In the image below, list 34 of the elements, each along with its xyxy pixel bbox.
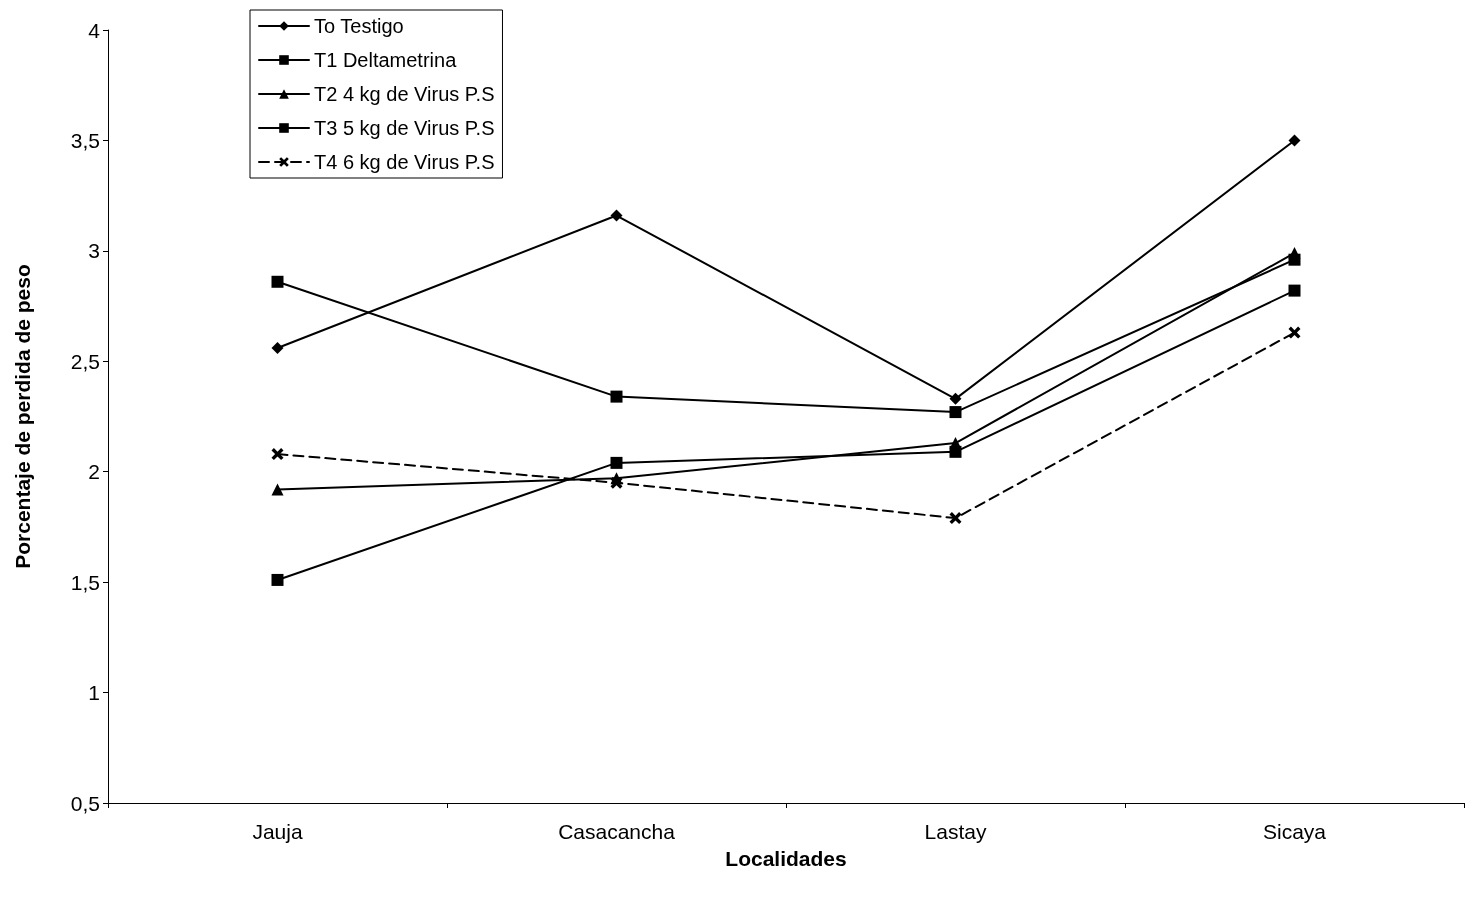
x-tick-label: Jauja [252, 820, 303, 843]
point [610, 472, 623, 485]
x-axis-title: Localidades [725, 847, 847, 870]
point [1288, 134, 1301, 147]
y-tick-label: 2,5 [70, 349, 100, 373]
y-tick-label: 2 [88, 460, 100, 484]
point [949, 406, 962, 419]
legend-label: T2 4 kg de Virus P.S [314, 83, 495, 105]
x-tick-label: Lastay [924, 820, 987, 843]
y-tick-label: 1 [88, 681, 100, 705]
legend-label: T3 5 kg de Virus P.S [314, 117, 495, 139]
x-tick-label: Casacancha [558, 820, 676, 843]
y-tick-label: 3,5 [70, 128, 100, 152]
point [610, 209, 623, 222]
y-axis-title: Porcentaje de perdida de peso [11, 264, 34, 569]
point [610, 456, 623, 469]
legend-label: To Testigo [314, 15, 404, 37]
point [271, 483, 284, 496]
point [271, 342, 284, 355]
y-tick-label: 0,5 [70, 791, 100, 815]
point [1288, 253, 1301, 266]
point [949, 392, 962, 405]
point [271, 275, 284, 288]
y-tick-label: 1,5 [70, 570, 100, 594]
x-tick-label: Sicaya [1262, 820, 1327, 843]
legend-label: T1 Deltametrina [314, 49, 458, 71]
point [610, 390, 623, 403]
y-tick-label: 4 [88, 18, 101, 42]
legend-label: T4 6 kg de Virus P.S [314, 151, 495, 173]
y-tick-label: 3 [88, 239, 100, 263]
point [1288, 284, 1301, 297]
point [271, 573, 284, 586]
point [1288, 326, 1301, 339]
point [949, 512, 962, 525]
